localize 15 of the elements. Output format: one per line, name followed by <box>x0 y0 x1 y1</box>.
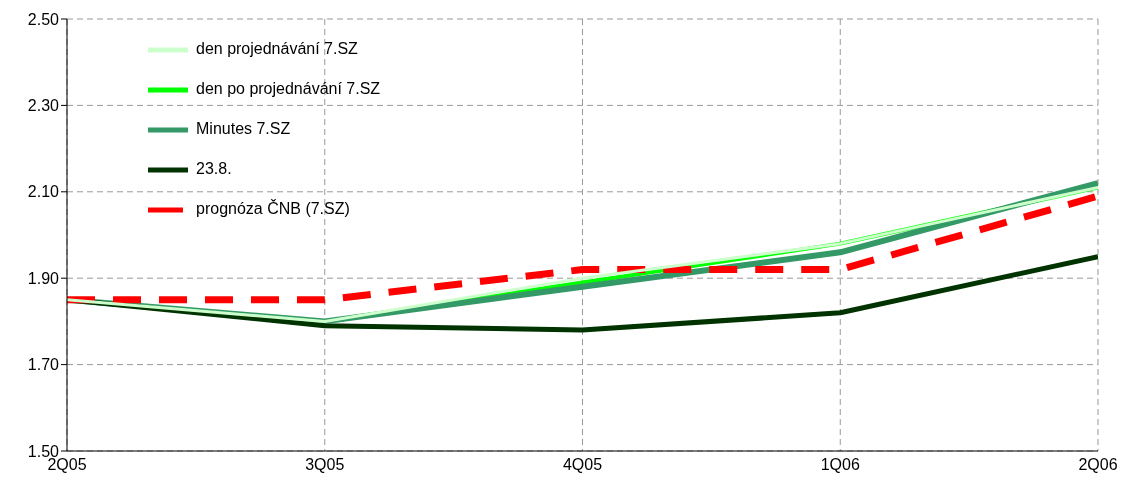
y-tick-label: 1.90 <box>27 269 60 287</box>
legend-label: Minutes 7.SZ <box>196 120 291 138</box>
y-tick-label: 2.50 <box>27 10 60 28</box>
x-tick-label: 2Q05 <box>47 456 87 474</box>
legend-label: den po projednávání 7.SZ <box>196 80 381 98</box>
y-tick-label: 1.70 <box>27 356 60 374</box>
legend-label: prognóza ČNB (7.SZ) <box>196 200 350 218</box>
y-tick-label: 2.10 <box>27 183 60 201</box>
x-tick-label: 3Q05 <box>305 456 345 474</box>
legend-label: den projednávání 7.SZ <box>196 40 358 58</box>
y-tick-label: 2.30 <box>27 97 60 115</box>
x-tick-label: 4Q05 <box>562 456 603 474</box>
x-tick-label: 2Q06 <box>1078 456 1118 474</box>
x-tick-label: 1Q06 <box>820 456 860 474</box>
legend-label: 23.8. <box>196 160 232 178</box>
